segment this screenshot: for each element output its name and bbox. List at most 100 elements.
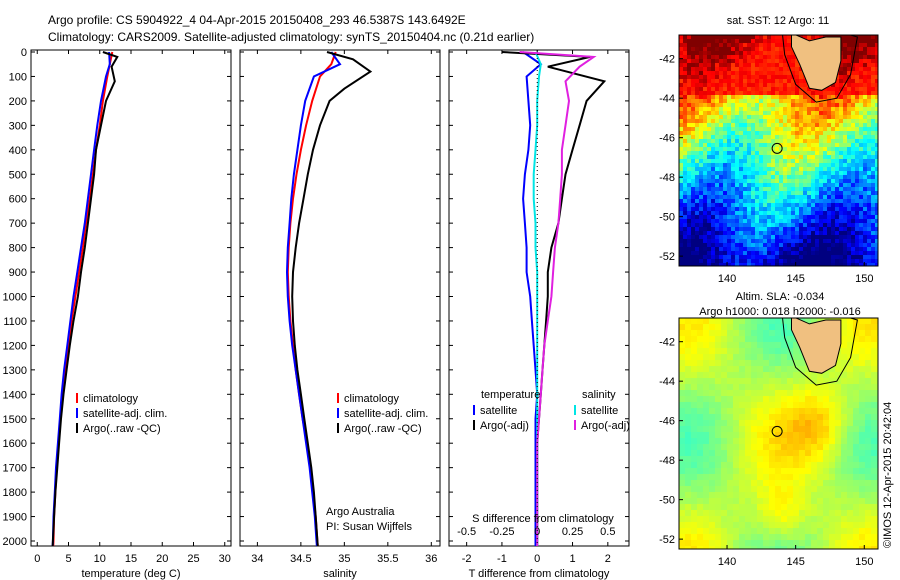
map-cell (763, 47, 767, 51)
map-cell (697, 414, 703, 420)
map-cell (817, 528, 823, 534)
map-cell (715, 474, 721, 480)
map-cell (843, 175, 847, 179)
map-cell (763, 336, 769, 342)
map-cell (867, 115, 871, 119)
map-cell (775, 183, 779, 187)
map-cell (767, 203, 771, 207)
map-cell (679, 43, 683, 47)
map-cell (719, 239, 723, 243)
series-group (51, 51, 119, 546)
map-cell (711, 79, 715, 83)
map-cell (733, 516, 739, 522)
map-cell (827, 159, 831, 163)
map-cell (779, 223, 783, 227)
map-cell (781, 354, 787, 360)
map-cell (743, 127, 747, 131)
map-cell (715, 87, 719, 91)
map-cell (735, 251, 739, 255)
map-cell (759, 83, 763, 87)
map-cell (851, 243, 855, 247)
map-cell (711, 203, 715, 207)
map-field (679, 318, 878, 549)
map-cell (721, 324, 727, 330)
map-cell (747, 151, 751, 155)
map-cell (859, 408, 865, 414)
map-cell (781, 444, 787, 450)
map-cell (721, 498, 727, 504)
map-cell (715, 159, 719, 163)
map-cell (731, 135, 735, 139)
map-cell (763, 167, 767, 171)
map-cell (763, 372, 769, 378)
map-cell (695, 135, 699, 139)
map-cell (723, 231, 727, 235)
map-cell (839, 223, 843, 227)
map-cell (751, 504, 757, 510)
map-cell (783, 139, 787, 143)
map-cell (699, 207, 703, 211)
map-cell (847, 203, 851, 207)
map-cell (795, 107, 799, 111)
map-cell (759, 231, 763, 235)
map-cell (715, 111, 719, 115)
map-cell (871, 378, 877, 384)
map-cell (865, 468, 871, 474)
map-cell (691, 99, 695, 103)
map-cell (703, 456, 709, 462)
map-cell (775, 163, 779, 167)
map-cell (775, 83, 779, 87)
map-cell (805, 390, 811, 396)
map-cell (697, 540, 703, 546)
map-cell (795, 175, 799, 179)
map-cell (851, 179, 855, 183)
map-cell (763, 175, 767, 179)
map-cell (711, 183, 715, 187)
map-cell (793, 342, 799, 348)
map-cell (735, 79, 739, 83)
map-cell (733, 390, 739, 396)
x-tick-label: 10 (94, 553, 106, 565)
map-cell (719, 179, 723, 183)
map-cell (839, 63, 843, 67)
map-cell (823, 191, 827, 195)
map-cell (703, 75, 707, 79)
map-cell (695, 131, 699, 135)
map-cell (739, 67, 743, 71)
map-cell (793, 390, 799, 396)
map-cell (755, 175, 759, 179)
legend-title: temperature (481, 389, 540, 401)
map-cell (783, 127, 787, 131)
map-cell (855, 79, 859, 83)
map-cell (759, 263, 763, 266)
map-cell (727, 444, 733, 450)
map-cell (779, 167, 783, 171)
map-cell (695, 155, 699, 159)
map-cell (733, 528, 739, 534)
map-cell (755, 231, 759, 235)
map-cell (807, 119, 811, 123)
map-cell (871, 223, 875, 227)
map-cell (727, 151, 731, 155)
map-cell (719, 139, 723, 143)
map-cell (811, 390, 817, 396)
map-cell (699, 211, 703, 215)
map-cell (763, 39, 767, 43)
map-cell (763, 83, 767, 87)
map-cell (697, 498, 703, 504)
map-cell (685, 510, 691, 516)
map-cell (745, 372, 751, 378)
map-cell (715, 63, 719, 67)
map-cell (811, 486, 817, 492)
map-cell (843, 107, 847, 111)
map-cell (685, 462, 691, 468)
map-cell (751, 263, 755, 266)
map-cell (771, 175, 775, 179)
map-cell (743, 71, 747, 75)
map-cell (787, 183, 791, 187)
map-cell (843, 131, 847, 135)
map-cell (731, 43, 735, 47)
map-cell (751, 510, 757, 516)
map-cell (745, 438, 751, 444)
map-cell (843, 231, 847, 235)
